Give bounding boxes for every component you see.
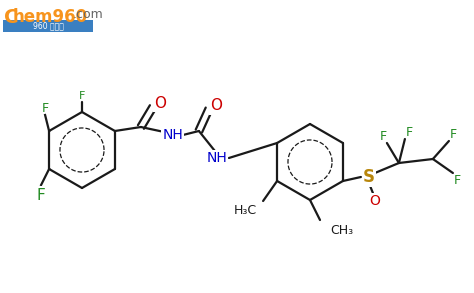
Text: .com: .com bbox=[73, 8, 104, 21]
Text: F: F bbox=[42, 103, 49, 115]
Text: F: F bbox=[79, 91, 85, 101]
Text: O: O bbox=[154, 96, 166, 110]
Text: F: F bbox=[379, 130, 386, 142]
Text: O: O bbox=[369, 194, 380, 208]
Text: F: F bbox=[36, 188, 46, 202]
Text: 960 化工网: 960 化工网 bbox=[33, 21, 64, 30]
FancyBboxPatch shape bbox=[3, 20, 93, 32]
Text: hem960: hem960 bbox=[13, 8, 88, 26]
Text: F: F bbox=[449, 127, 456, 141]
Text: C: C bbox=[4, 8, 18, 27]
Text: NH: NH bbox=[163, 128, 183, 142]
Text: CH₃: CH₃ bbox=[330, 224, 354, 236]
Text: S: S bbox=[363, 168, 375, 186]
Text: F: F bbox=[453, 173, 460, 187]
Text: F: F bbox=[405, 125, 412, 139]
Text: NH: NH bbox=[207, 151, 228, 165]
Text: H₃C: H₃C bbox=[234, 205, 256, 217]
Text: O: O bbox=[210, 98, 222, 113]
